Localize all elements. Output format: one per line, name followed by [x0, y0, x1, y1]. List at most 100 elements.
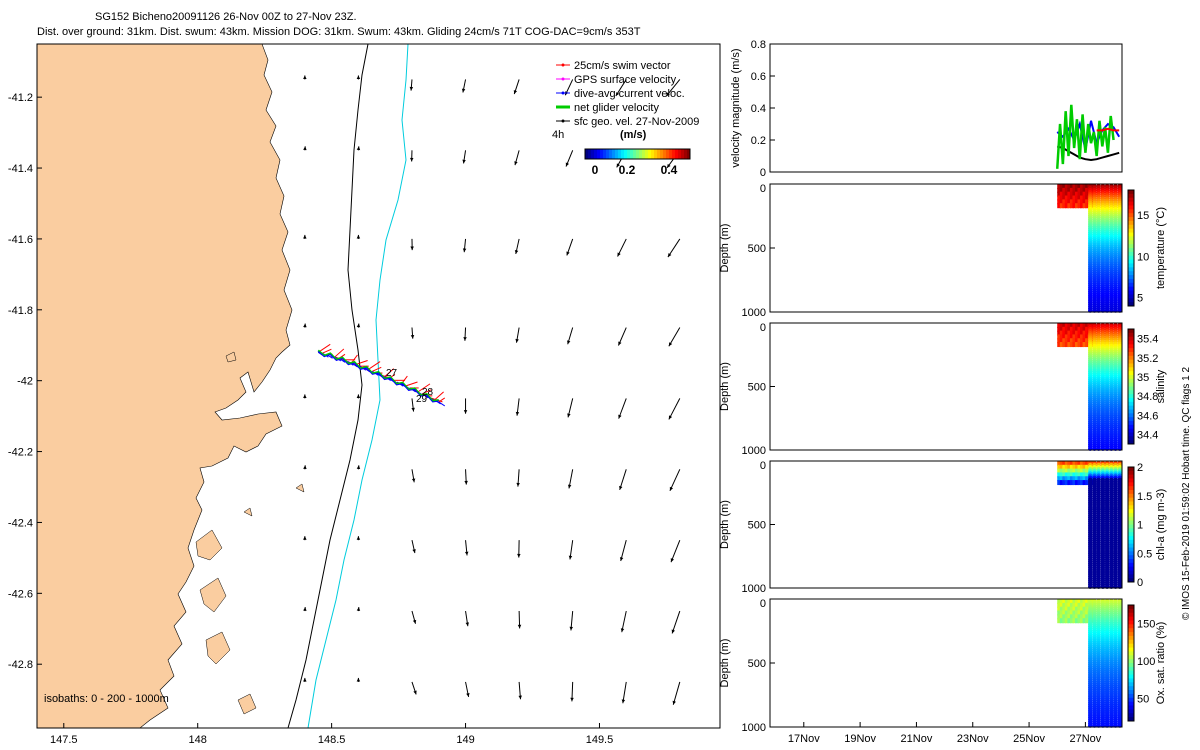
profile-cell [1059, 199, 1064, 205]
profile-colorbar-cell [1128, 232, 1134, 237]
profile-cell [1085, 334, 1090, 340]
dac-vector [438, 401, 446, 407]
time-x-tick-label: 17Nov [788, 733, 820, 745]
profile-colorbar-cell [1128, 417, 1134, 422]
profile-cell [1064, 610, 1069, 616]
profile-cell [1062, 614, 1067, 620]
profile-colorbar-cell [1128, 505, 1134, 510]
profile-colorbar-cell [1128, 255, 1134, 261]
profile-colorbar-cell [1128, 559, 1134, 564]
map-y-tick-label: -41.8 [8, 305, 33, 317]
profile-cell [1077, 610, 1082, 616]
profile-cell [1064, 606, 1069, 612]
profile-y-tick-label: 500 [748, 382, 766, 394]
profile-cell [1077, 187, 1082, 193]
profile-colorbar-cell [1128, 386, 1134, 391]
profile-colorbar-cell [1128, 532, 1134, 537]
profile-colorbar-cell [1128, 228, 1134, 234]
profile-cell [1057, 610, 1062, 616]
profile-cell [1067, 602, 1072, 608]
profile-y-tick-label: 500 [748, 658, 766, 670]
colorbar-cell [684, 149, 688, 159]
geo-vector-head [667, 253, 672, 258]
profile-colorbar-cell [1128, 697, 1134, 703]
legend-marker [561, 105, 565, 109]
geo-vector [669, 469, 681, 492]
profile-colorbar-cell [1128, 643, 1134, 649]
map-border [36, 43, 721, 729]
geo-vector-head [517, 553, 521, 558]
profile-cell [1077, 476, 1082, 482]
geo-vector-head [356, 607, 361, 611]
profile-cell [1082, 338, 1087, 344]
profile-colorbar-cell [1128, 240, 1134, 245]
profile-cell [1059, 464, 1064, 470]
profile-colorbar-cell [1128, 478, 1134, 483]
profile-panel: 0 500 1000 Depth (m) 50 100 150 Ox. sat. ratio … [719, 598, 1167, 734]
profile-cell [1082, 184, 1087, 189]
profile-cell [1080, 187, 1085, 193]
profile-cell [1080, 195, 1085, 201]
geo-vector-head [666, 92, 670, 97]
island [199, 577, 227, 613]
profile-cell [1082, 614, 1087, 620]
geo-vector-head [670, 558, 674, 563]
profile-cell [1082, 195, 1087, 201]
profile-cell [1057, 461, 1062, 466]
profile-colorbar-cell [1128, 409, 1134, 414]
profile-cell [1064, 476, 1069, 482]
geo-vector-head [619, 557, 624, 562]
profile-cell [1064, 195, 1069, 201]
geo-vector-head [618, 341, 622, 346]
profile-cell [1074, 618, 1079, 624]
legend-marker [561, 63, 565, 67]
profile-colorbar-cell [1128, 436, 1134, 441]
profile-cell [1069, 468, 1074, 474]
profile-cell [1064, 614, 1069, 620]
profile-colorbar-cell [1128, 635, 1134, 641]
profile-cell [1067, 330, 1072, 336]
profile-cell [1085, 464, 1090, 470]
profile-colorbar-cell [1128, 217, 1134, 222]
colorbar-cell [609, 149, 613, 159]
profile-colorbar-cell [1128, 248, 1134, 253]
profile-cell [1059, 334, 1064, 340]
profile-cell [1074, 326, 1079, 332]
geo-vector-head [463, 337, 467, 341]
profile-cell [1080, 184, 1085, 189]
profile-cell [1080, 618, 1085, 624]
profile-cell [1080, 476, 1085, 482]
profile-cell [1059, 606, 1064, 612]
profile-colorbar-tick-label: 1 [1137, 520, 1143, 532]
profile-cell [1067, 334, 1072, 340]
geo-vector-head [409, 86, 414, 91]
map-y-tick-label: -41.2 [8, 92, 33, 104]
geo-vector-head [356, 234, 361, 239]
profile-y-tick-label: 1000 [742, 445, 766, 457]
profile-cell [1085, 191, 1090, 197]
geo-vector-head [303, 75, 307, 80]
profile-cell [1074, 614, 1079, 620]
profile-colorbar-cell [1128, 355, 1134, 361]
profile-y-tick-label: 0 [760, 183, 766, 195]
profile-colorbar-cell [1128, 509, 1134, 514]
profile-y-tick-label: 0 [760, 460, 766, 472]
geo-vector-head [411, 478, 416, 483]
geo-vector-head [515, 411, 520, 416]
profile-colorbar-cell [1128, 440, 1134, 445]
profile-cell [1072, 480, 1077, 486]
profile-cell [1074, 472, 1079, 478]
net-glider-track [317, 349, 439, 403]
profile-cell [1085, 599, 1090, 604]
velocity-y-tick-label: 0.8 [751, 39, 766, 51]
colorbar-cell [591, 149, 595, 159]
profile-cell [1057, 618, 1062, 624]
profile-cell [1072, 468, 1077, 474]
profile-cell [1067, 195, 1072, 201]
geo-vector-head [356, 146, 361, 151]
profile-colorbar-tick-label: 150 [1137, 619, 1155, 631]
profile-colorbar-cell [1128, 275, 1134, 280]
profile-colorbar-tick-label: 15 [1137, 210, 1149, 222]
profile-cell [1074, 602, 1079, 608]
profile-cell [1059, 326, 1064, 332]
